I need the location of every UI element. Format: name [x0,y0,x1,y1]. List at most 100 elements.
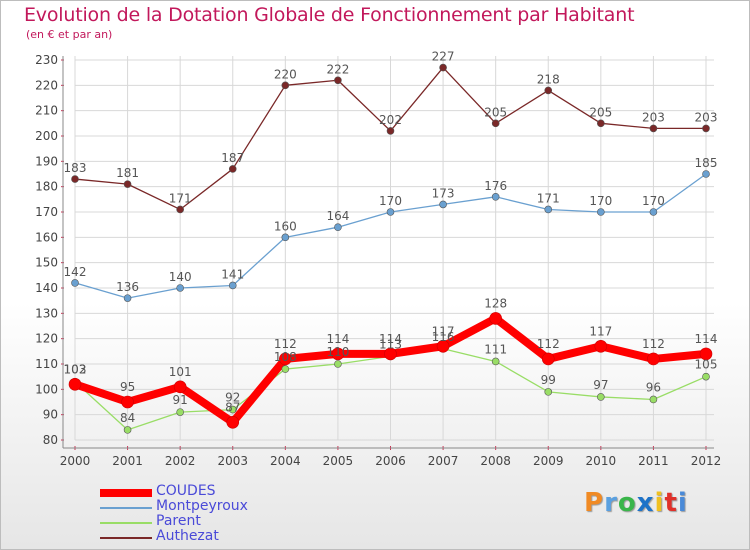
y-tick-label: 220 [35,78,58,92]
data-label-authezat: 203 [642,110,665,124]
point-montpeyroux [649,208,658,216]
point-montpeyroux [702,170,710,178]
logo-letter: r [604,488,618,518]
point-authezat [649,124,658,133]
x-tick-label: 2009 [533,454,564,468]
x-tick-label: 2004 [270,454,301,468]
data-label-montpeyroux: 176 [484,179,507,193]
legend-label: Authezat [156,528,219,544]
data-label-montpeyroux: 141 [221,267,244,281]
point-coudes [384,347,397,361]
data-label-parent: 97 [593,378,608,392]
y-tick-label: 140 [35,281,58,295]
x-tick-label: 2010 [586,454,617,468]
data-label-montpeyroux: 185 [695,156,718,170]
y-tick-label: 110 [35,357,58,371]
y-tick-label: 170 [35,205,58,219]
point-montpeyroux [71,279,79,287]
logo-letter: i [654,488,665,518]
data-label-authezat: 203 [695,110,718,124]
y-tick-label: 160 [35,230,58,244]
data-label-parent: 111 [484,342,507,356]
legend-swatch [100,522,152,524]
data-label-authezat: 183 [64,161,87,175]
point-montpeyroux [491,193,500,201]
data-label-montpeyroux: 171 [537,191,560,205]
y-tick-label: 150 [35,256,58,270]
data-label-parent: 103 [64,363,87,377]
point-coudes [699,347,713,361]
point-montpeyroux [281,233,290,242]
data-label-montpeyroux: 136 [116,280,139,294]
y-tick-label: 190 [35,154,58,168]
y-tick-label: 90 [43,408,58,422]
data-label-authezat: 202 [379,113,402,127]
chart-title: Evolution de la Dotation Globale de Fonc… [24,4,635,26]
point-montpeyroux [439,200,447,209]
logo-letter: P [584,488,605,518]
x-tick-label: 2011 [638,454,669,468]
point-authezat [228,165,237,173]
x-tick-label: 2007 [428,454,459,468]
data-label-coudes: 117 [589,324,612,338]
point-authezat [334,76,342,85]
y-tick-label: 180 [35,180,58,194]
point-authezat [491,119,500,128]
x-tick-label: 2012 [691,454,722,468]
data-label-authezat: 220 [274,67,297,81]
x-tick-label: 2005 [323,454,354,468]
point-coudes [541,352,555,366]
y-tick-label: 230 [35,53,58,67]
point-coudes [68,377,82,391]
data-label-montpeyroux: 170 [642,194,665,208]
point-parent [123,426,132,434]
legend-label: COUDES [156,483,216,499]
x-tick-label: 2008 [480,454,511,468]
axes: 8090100110120130140150160170180190200210… [35,53,721,468]
point-authezat [281,81,290,90]
logo-letter: t [664,488,678,518]
point-montpeyroux [334,223,342,231]
data-label-montpeyroux: 170 [379,194,402,208]
data-label-coudes: 112 [642,337,665,351]
data-label-montpeyroux: 173 [432,186,455,200]
data-label-authezat: 205 [589,105,612,119]
data-label-coudes: 114 [326,332,349,346]
data-label-coudes: 112 [274,337,297,351]
data-label-montpeyroux: 160 [274,219,297,233]
point-authezat [386,127,395,135]
point-parent [281,365,290,373]
data-label-montpeyroux: 140 [169,270,192,284]
data-label-parent: 105 [695,358,718,372]
legend-swatch [100,489,152,497]
data-label-coudes: 128 [484,296,507,310]
data-label-coudes: 95 [120,380,135,394]
point-authezat [123,180,132,188]
data-label-parent: 108 [274,350,297,364]
point-montpeyroux [597,208,605,216]
x-tick-label: 2003 [217,454,248,468]
data-label-parent: 92 [225,391,240,405]
point-parent [649,395,658,404]
data-label-parent: 113 [379,337,402,351]
x-tick-label: 2000 [60,454,91,468]
point-montpeyroux [176,284,184,292]
point-coudes [489,312,502,325]
logo-letter: o [617,488,637,518]
logo-letter: x [636,488,655,518]
data-label-parent: 84 [120,411,135,425]
point-montpeyroux [544,205,553,214]
legend-label: Parent [156,513,201,529]
data-label-coudes: 114 [379,332,402,346]
chart-subtitle: (en € et par an) [26,28,113,41]
data-label-authezat: 218 [537,72,560,86]
data-label-montpeyroux: 164 [326,209,349,223]
y-tick-label: 210 [35,104,58,118]
point-authezat [176,205,184,214]
data-label-coudes: 114 [695,332,718,346]
data-label-montpeyroux: 142 [64,265,87,279]
legend-label: Montpeyroux [156,498,248,514]
logo-letter: i [677,488,688,518]
data-label-authezat: 205 [484,105,507,119]
x-tick-label: 2002 [165,454,196,468]
